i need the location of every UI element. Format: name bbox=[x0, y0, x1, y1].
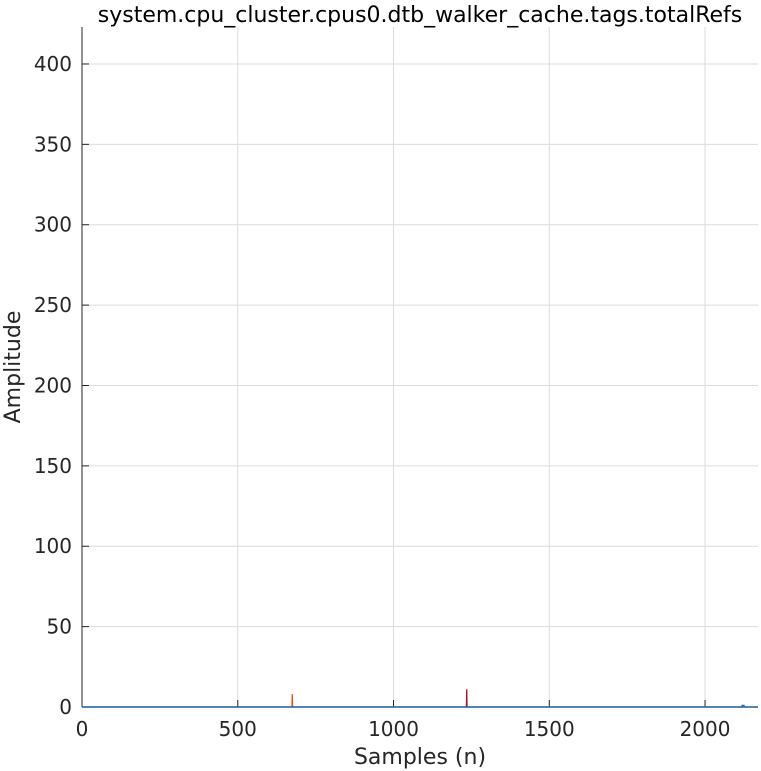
y-tick-label: 50 bbox=[47, 615, 72, 639]
axes bbox=[81, 27, 758, 708]
grid bbox=[82, 27, 758, 707]
y-tick-label: 0 bbox=[59, 695, 72, 719]
y-tick-label: 250 bbox=[34, 293, 72, 317]
chart-title: system.cpu_cluster.cpus0.dtb_walker_cach… bbox=[98, 3, 742, 28]
x-tick-label: 1500 bbox=[524, 717, 575, 741]
series-line-2 bbox=[82, 689, 758, 708]
y-tick-label: 200 bbox=[34, 373, 72, 397]
y-tick-label: 400 bbox=[34, 52, 72, 76]
y-axis-title: Amplitude bbox=[1, 311, 26, 424]
x-tick-label: 500 bbox=[219, 717, 257, 741]
y-tick-label: 300 bbox=[34, 213, 72, 237]
series-group bbox=[82, 689, 758, 708]
series-line-3 bbox=[82, 704, 758, 708]
x-axis-title: Samples (n) bbox=[354, 745, 486, 770]
y-tick-label: 150 bbox=[34, 454, 72, 478]
y-tick-label: 100 bbox=[34, 534, 72, 558]
x-tick-label: 1000 bbox=[368, 717, 419, 741]
y-tick-labels: 0 50 100 150 200 250 300 350 400 bbox=[34, 52, 72, 719]
x-tick-label: 0 bbox=[76, 717, 89, 741]
y-tick-label: 350 bbox=[34, 132, 72, 156]
series-line-1 bbox=[82, 694, 758, 708]
x-tick-label: 2000 bbox=[680, 717, 731, 741]
x-tick-labels: 0 500 1000 1500 2000 bbox=[76, 717, 731, 741]
